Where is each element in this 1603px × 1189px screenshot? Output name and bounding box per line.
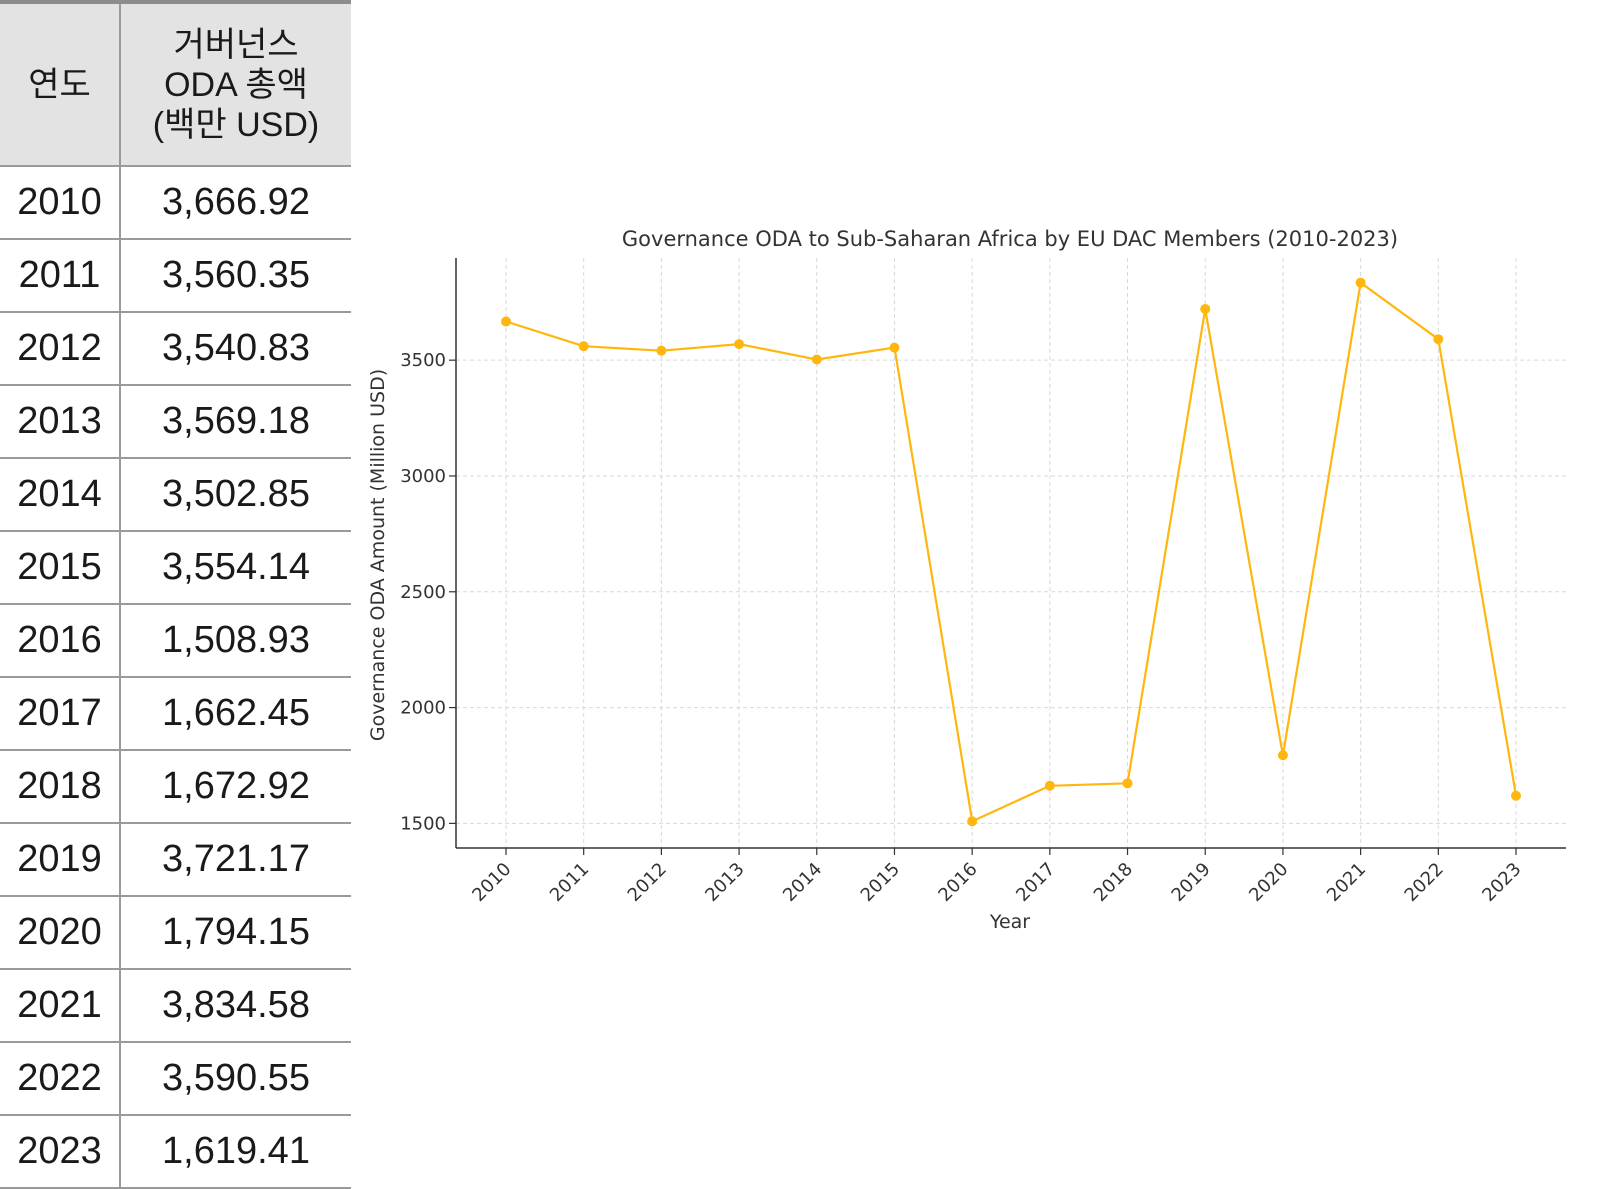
data-point [1511,790,1521,801]
cell-year: 2012 [0,312,121,386]
cell-year: 2021 [0,969,121,1043]
chart-title: Governance ODA to Sub-Saharan Africa by … [622,227,1398,251]
table-row: 2019 3,721.17 [0,823,351,897]
data-point [1122,778,1133,789]
table-row: 2021 3,834.58 [0,969,351,1043]
cell-year: 2013 [0,385,121,459]
x-tick-label: 2019 [1168,859,1215,906]
table-row: 2011 3,560.35 [0,239,351,313]
cell-year: 2010 [0,166,121,240]
table-row: 2020 1,794.15 [0,896,351,970]
table-body: 2010 3,666.92 2011 3,560.35 2012 3,540.83 2013… [0,166,351,1189]
y-tick-label: 3000 [400,466,446,487]
cell-amount: 1,794.15 [120,896,351,970]
series-line-group [505,281,1518,823]
header-year: 연도 [0,2,121,167]
axes: 2010 2011 2012 2013 2014 2015 2016 2017 2018 2019… [400,258,1566,906]
x-tick-label: 2020 [1245,859,1292,906]
x-tick-label: 2011 [546,859,593,906]
cell-amount: 3,569.18 [120,385,351,459]
table-row: 2023 1,619.41 [0,1115,351,1189]
x-tick-label: 2021 [1323,859,1370,906]
x-tick-label: 2022 [1401,859,1448,906]
y-axis-label: Governance ODA Amount (Million USD) [367,369,389,741]
cell-amount: 3,721.17 [120,823,351,897]
x-tick-label: 2016 [934,859,981,906]
data-point [1044,780,1055,791]
grid [456,258,1566,848]
y-tick-label: 2500 [400,582,446,603]
data-points [501,277,1521,827]
table-header-row: 연도 거버넌스 ODA 총액 (백만 USD) [0,2,351,167]
table-row: 2013 3,569.18 [0,385,351,459]
x-tick-label: 2018 [1090,859,1137,906]
cell-amount: 3,502.85 [120,458,351,532]
data-point [967,816,978,827]
x-tick-label: 2017 [1012,859,1059,906]
table-row: 2014 3,502.85 [0,458,351,532]
cell-year: 2023 [0,1115,121,1189]
table-row: 2022 3,590.55 [0,1042,351,1116]
cell-amount: 3,554.14 [120,531,351,605]
cell-year: 2014 [0,458,121,532]
cell-amount: 3,590.55 [120,1042,351,1116]
cell-year: 2016 [0,604,121,678]
x-tick-label: 2014 [779,859,826,906]
x-tick-label: 2013 [701,859,748,906]
cell-amount: 3,540.83 [120,312,351,386]
cell-amount: 1,672.92 [120,750,351,824]
x-axis-label: Year [989,911,1030,933]
data-point [656,345,667,356]
table-row: 2017 1,662.45 [0,677,351,751]
header-amount: 거버넌스 ODA 총액 (백만 USD) [120,2,351,167]
x-tick-label: 2012 [624,859,671,906]
cell-year: 2022 [0,1042,121,1116]
data-point [811,354,822,365]
cell-amount: 3,560.35 [120,239,351,313]
data-point [1355,277,1366,288]
cell-year: 2018 [0,750,121,824]
y-tick-label: 2000 [400,698,446,719]
cell-year: 2019 [0,823,121,897]
x-tick-label: 2023 [1478,859,1525,906]
header-amount-line: ODA 총액 [164,65,308,104]
y-tick-label: 3500 [400,350,446,371]
cell-amount: 3,834.58 [120,969,351,1043]
line-chart: Governance ODA to Sub-Saharan Africa by … [367,227,1566,933]
cell-amount: 1,662.45 [120,677,351,751]
data-point [1433,334,1444,345]
table-row: 2010 3,666.92 [0,166,351,240]
data-point [578,341,589,352]
cell-year: 2011 [0,239,121,313]
series-line [505,281,1518,823]
x-tick-label: 2015 [857,859,904,906]
cell-year: 2017 [0,677,121,751]
data-point [1277,750,1288,761]
cell-amount: 1,508.93 [120,604,351,678]
cell-amount: 1,619.41 [120,1115,351,1189]
table-row: 2016 1,508.93 [0,604,351,678]
cell-amount: 3,666.92 [120,166,351,240]
cell-year: 2015 [0,531,121,605]
oda-table: 연도 거버넌스 ODA 총액 (백만 USD) 2010 3,666.92 2011… [0,0,351,1189]
table-row: 2012 3,540.83 [0,312,351,386]
data-point [1200,303,1211,314]
cell-year: 2020 [0,896,121,970]
y-tick-label: 1500 [400,813,446,834]
data-point [734,339,745,350]
header-amount-line: (백만 USD) [152,105,320,144]
table-row: 2018 1,672.92 [0,750,351,824]
header-amount-line: 거버넌스 [173,25,299,64]
table-row: 2015 3,554.14 [0,531,351,605]
x-tick-label: 2010 [468,859,515,906]
data-point [501,316,511,327]
data-point [889,342,900,353]
